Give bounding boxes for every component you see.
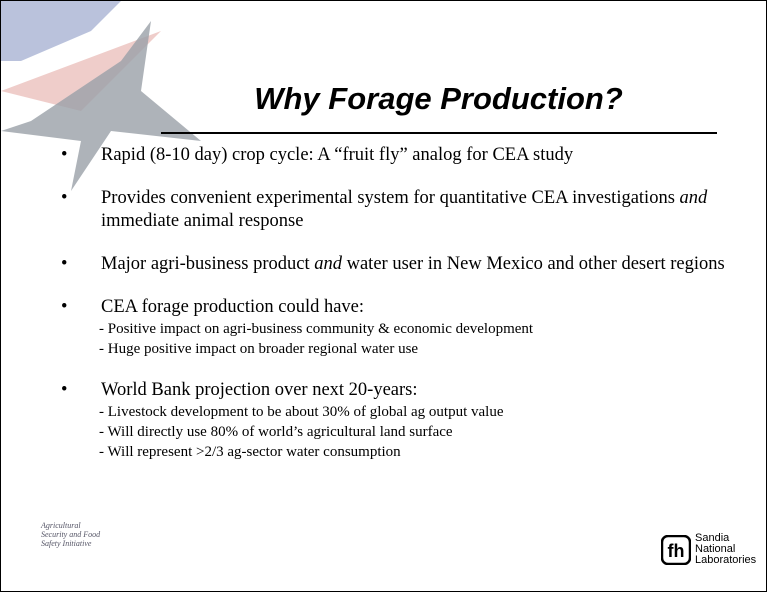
bullet-text: CEA forage production could have: [101, 296, 756, 319]
bullet: • Provides convenient experimental system… [61, 187, 756, 233]
sub-item: - Will represent >2/3 ag-sector water co… [99, 442, 756, 462]
svg-text:fh: fh [668, 541, 685, 561]
bullet-list: • Rapid (8-10 day) crop cycle: A “fruit f… [61, 144, 756, 482]
text-run: water user in New Mexico and other deser… [342, 254, 725, 274]
bullet-dot: • [61, 187, 67, 210]
text-run: Rapid (8-10 day) crop cycle: A “fruit fl… [101, 145, 573, 165]
logo-line: Security and Food [41, 530, 100, 539]
text-run: Provides convenient experimental system … [101, 188, 680, 208]
sub-item: - Positive impact on agri-business commu… [99, 319, 756, 339]
bullet-text: Major agri-business product and water us… [101, 253, 756, 276]
sub-item: - Livestock development to be about 30% … [99, 402, 756, 422]
bullet: • Major agri-business product and water u… [61, 253, 756, 276]
bullet-text: Rapid (8-10 day) crop cycle: A “fruit fl… [101, 144, 756, 167]
text-run: CEA forage production could have: [101, 297, 364, 317]
bullet-text: Provides convenient experimental system … [101, 187, 756, 233]
sandia-icon: fh [661, 535, 691, 565]
bullet-dot: • [61, 253, 67, 276]
sub-item: - Will directly use 80% of world’s agric… [99, 422, 756, 442]
text-run: immediate animal response [101, 211, 303, 231]
text-run: and [314, 254, 342, 274]
text-run: Major agri-business product [101, 254, 314, 274]
bullet-text: World Bank projection over next 20-years… [101, 379, 756, 402]
bullet: • World Bank projection over next 20-year… [61, 379, 756, 462]
bullet-dot: • [61, 144, 67, 167]
bullet: • Rapid (8-10 day) crop cycle: A “fruit f… [61, 144, 756, 167]
logo-line: Agricultural [41, 521, 100, 530]
sub-item: - Huge positive impact on broader region… [99, 339, 756, 359]
logo-line: Laboratories [695, 555, 756, 566]
text-run: World Bank projection over next 20-years… [101, 380, 418, 400]
bullet-dot: • [61, 296, 67, 319]
title-rule [161, 132, 717, 134]
bullet: • CEA forage production could have:- Posi… [61, 296, 756, 359]
slide-title: Why Forage Production? [161, 81, 716, 117]
slide: Why Forage Production? • Rapid (8-10 day)… [0, 0, 767, 592]
logo-line: Safety Initiative [41, 539, 100, 548]
text-run: and [680, 188, 708, 208]
bullet-dot: • [61, 379, 67, 402]
